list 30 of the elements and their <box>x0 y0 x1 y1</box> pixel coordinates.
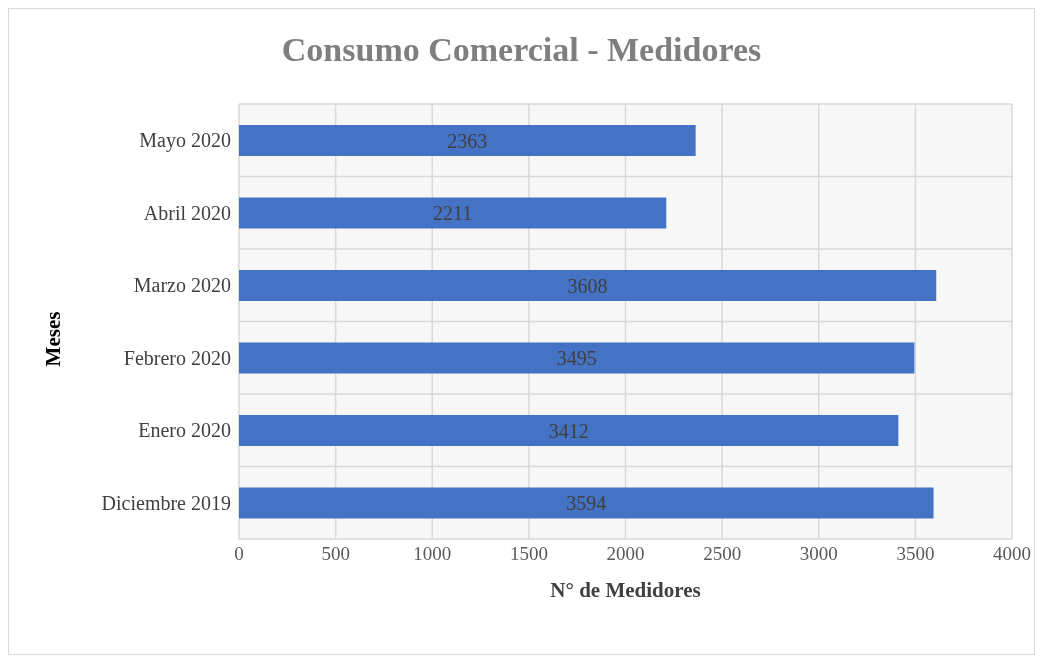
bar <box>239 125 696 156</box>
bar <box>239 197 667 229</box>
x-tick-label: 3000 <box>799 543 838 565</box>
bar <box>239 342 915 374</box>
x-tick-label: 3500 <box>896 543 935 565</box>
chart-title: Consumo Comercial - Medidores <box>280 31 763 69</box>
data-label: 2211 <box>433 202 473 225</box>
y-tick-label: Marzo 2020 <box>133 274 231 297</box>
data-label: 3412 <box>548 419 589 442</box>
x-axis-title: N° de Medidores <box>550 578 701 602</box>
data-label: 2363 <box>447 129 488 152</box>
data-label: 3608 <box>567 274 608 297</box>
bar <box>239 487 934 519</box>
bar <box>239 415 899 446</box>
data-label: 3495 <box>556 347 597 370</box>
data-label: 3594 <box>566 492 607 515</box>
x-tick-label: 2000 <box>606 543 645 565</box>
y-tick-label: Abril 2020 <box>143 201 231 224</box>
bar <box>239 270 937 301</box>
y-axis-title: Meses <box>40 311 66 367</box>
x-tick-label: 1500 <box>509 543 548 565</box>
y-tick-label: Febrero 2020 <box>123 346 231 369</box>
y-tick-label: Enero 2020 <box>138 419 231 442</box>
x-tick-label: 1000 <box>413 543 452 565</box>
y-tick-label: Diciembre 2019 <box>101 491 231 514</box>
x-tick-label: 2500 <box>703 543 742 565</box>
x-tick-label: 0 <box>234 543 244 565</box>
x-tick-label: 4000 <box>993 543 1031 565</box>
x-tick-label: 500 <box>321 543 350 565</box>
y-tick-label: Mayo 2020 <box>139 129 231 153</box>
